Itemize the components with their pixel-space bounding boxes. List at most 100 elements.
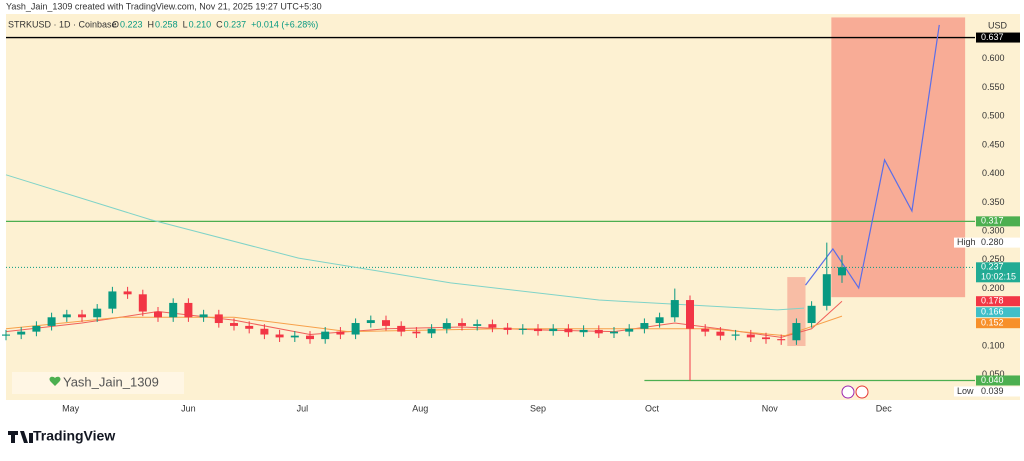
candle-body	[640, 323, 649, 329]
x-tick-label: Nov	[762, 403, 779, 413]
brand-logo	[8, 431, 33, 443]
candle-body	[473, 324, 482, 326]
candle-body	[32, 325, 41, 332]
candle-body	[549, 328, 558, 332]
symbol: STRKUSD · 1D · Coinbase	[8, 19, 117, 29]
badge-label: 0.166	[981, 307, 1004, 317]
ohlc-key: L	[183, 19, 188, 29]
candle-body	[17, 331, 26, 335]
candle-body	[686, 300, 694, 329]
candle-body	[336, 331, 345, 335]
candle-body	[214, 314, 223, 324]
candle-body	[184, 302, 193, 318]
overlay-line	[5, 174, 805, 311]
price-badge	[976, 262, 1020, 283]
badge-label: 0.280	[981, 237, 1004, 247]
candle-body	[701, 328, 710, 332]
badge-label: 0.040	[981, 375, 1004, 385]
y-tick-label: 0.600	[982, 53, 1005, 63]
price-badge	[976, 386, 1020, 397]
candle-body	[518, 328, 527, 330]
candle-body	[427, 328, 436, 334]
y-tick-label: 0.100	[982, 340, 1005, 350]
candle-body	[625, 328, 634, 332]
badge-label: 0.317	[981, 216, 1004, 226]
candle-body	[78, 314, 86, 318]
ohlc-key: H	[148, 19, 155, 29]
ohlc-value: 0.237	[224, 19, 247, 29]
candle-body	[260, 328, 269, 335]
x-tick-label: Jul	[297, 403, 309, 413]
y-tick-label: 0.050	[982, 369, 1005, 379]
candle-body	[366, 320, 375, 324]
x-tick-label: Oct	[645, 403, 660, 413]
x-tick-label: May	[62, 403, 80, 413]
candle-body	[670, 300, 679, 318]
candle-body	[838, 267, 846, 276]
overlay-line	[805, 24, 940, 290]
candle-body	[564, 328, 573, 333]
candle-body	[807, 305, 816, 324]
y-tick-label: 0.450	[982, 139, 1005, 149]
candle-body	[610, 331, 618, 334]
badge-sub: 10:02:15	[981, 272, 1016, 282]
candle-body	[169, 302, 178, 318]
x-tick-label: Sep	[530, 403, 546, 413]
ohlc-key: C	[216, 19, 223, 29]
zone	[831, 17, 966, 298]
badge-tag-bg	[954, 237, 976, 248]
y-tick-label: 0.300	[982, 226, 1005, 236]
candle-body	[746, 334, 755, 338]
y-tick-label: 0.550	[982, 82, 1005, 92]
watermark: Yash_Jain_1309	[63, 374, 159, 389]
ohlc-value: 0.210	[189, 19, 212, 29]
y-tick-label: 0.350	[982, 197, 1005, 207]
candle-body	[108, 291, 117, 309]
candle-body	[442, 323, 451, 329]
candle-body	[792, 323, 801, 341]
candle-body	[62, 314, 71, 318]
candle-body	[199, 314, 208, 318]
ohlc-key: O	[112, 19, 119, 29]
candle-body	[397, 325, 406, 332]
y-tick-label: 0.200	[982, 283, 1005, 293]
candle-body	[412, 331, 421, 334]
candle-body	[488, 324, 497, 328]
candle-body	[321, 331, 330, 340]
badge-tag: Low	[957, 386, 974, 396]
watermark-box	[12, 372, 184, 394]
price-badge	[976, 296, 1020, 307]
candle-body	[290, 335, 299, 338]
candle-body	[594, 329, 603, 334]
price-badge	[976, 32, 1020, 43]
candle-body	[655, 317, 664, 324]
price-badge	[976, 375, 1020, 386]
candle-body	[777, 339, 786, 341]
badge-label: 0.237	[981, 262, 1004, 272]
candle-body	[93, 308, 102, 318]
candle-body	[731, 334, 740, 336]
event-icon	[855, 385, 869, 399]
price-badge	[976, 237, 1020, 248]
badge-tag-bg	[954, 386, 976, 397]
badge-label: 0.637	[981, 32, 1004, 42]
candle-body	[306, 335, 314, 340]
event-icon	[841, 385, 855, 399]
ohlc-value: 0.258	[155, 19, 178, 29]
candle-body	[382, 320, 390, 326]
y-tick-label: 0.400	[982, 168, 1005, 178]
candle-body	[123, 291, 132, 295]
badge-tag: High	[957, 237, 976, 247]
x-tick-label: Dec	[876, 403, 893, 413]
candle-body	[458, 323, 466, 326]
candle-body	[154, 311, 162, 318]
candle-body	[579, 329, 588, 333]
x-tick-label: Jun	[181, 403, 196, 413]
credit: Yash_Jain_1309 created with TradingView.…	[6, 1, 322, 11]
candle-body	[503, 327, 512, 330]
candle-body	[230, 323, 238, 326]
candle-body	[47, 317, 56, 326]
candle-body	[716, 331, 725, 336]
